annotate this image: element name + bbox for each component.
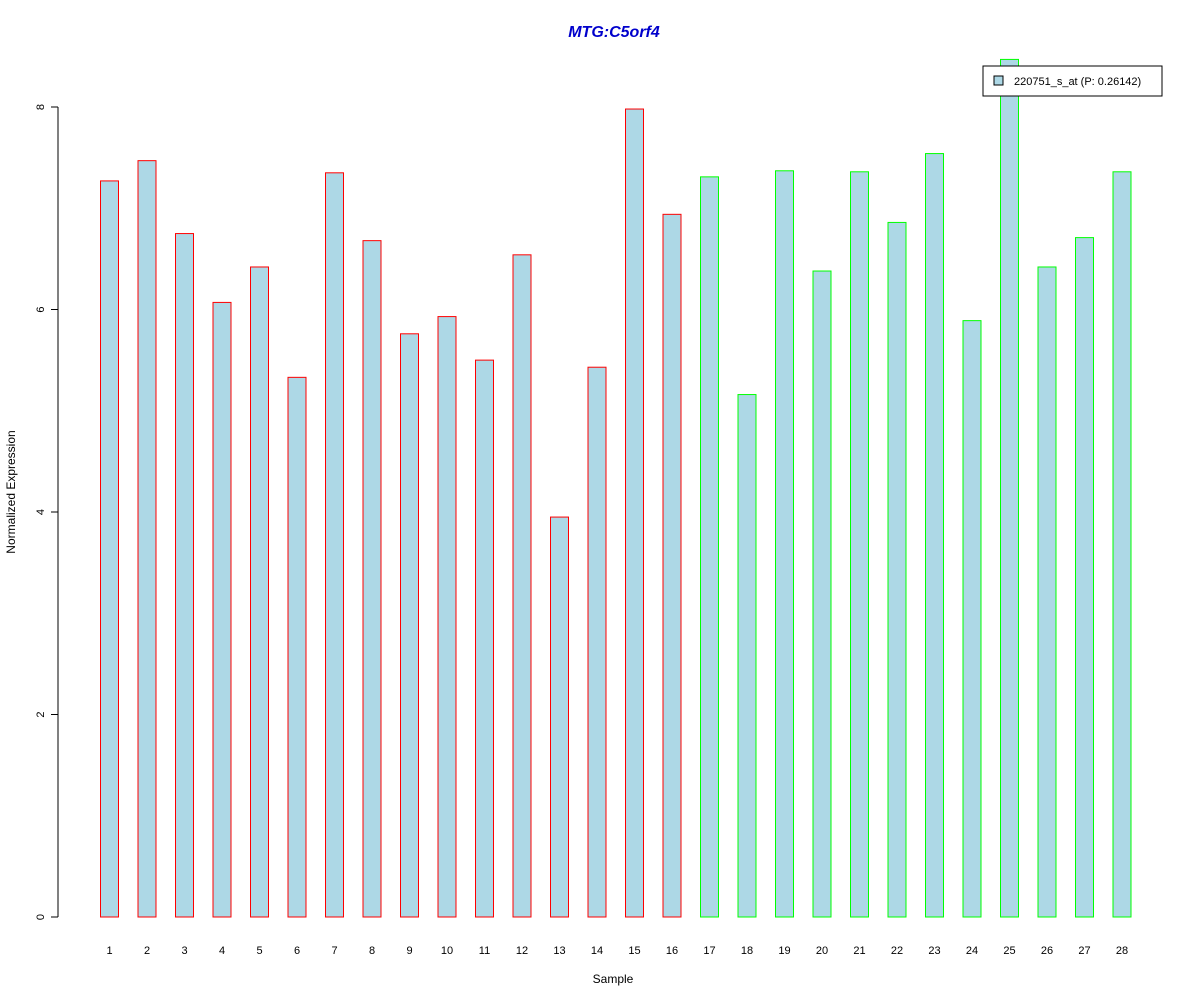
x-tick-label: 11 <box>479 945 490 957</box>
bar <box>775 170 794 918</box>
bar <box>475 359 494 918</box>
bar <box>362 240 382 918</box>
x-tick-label: 27 <box>1078 945 1090 957</box>
x-tick-label: 6 <box>294 945 300 957</box>
bar <box>1000 58 1019 918</box>
x-tick-label: 13 <box>553 945 565 957</box>
bar <box>437 316 457 918</box>
bar <box>512 254 532 918</box>
x-tick-label: 5 <box>256 945 262 957</box>
x-tick-labels: 1 2 3 4 5 6 7 8 9 10 11 12 13 14 15 16 17 18 19 20 21 22 23 24 2… <box>106 945 1128 957</box>
x-tick-label: 17 <box>703 945 715 957</box>
bar <box>175 233 194 918</box>
x-tick-label: 9 <box>406 945 412 957</box>
y-tick-label: 4 <box>35 509 47 515</box>
bar <box>550 516 569 918</box>
bar <box>587 366 607 918</box>
x-tick-label: 18 <box>741 945 753 957</box>
bar <box>1112 171 1132 918</box>
legend-label: 220751_s_at (P: 0.26142) <box>1014 76 1141 88</box>
x-tick-label: 4 <box>219 945 225 957</box>
x-tick-label: 22 <box>891 945 903 957</box>
x-tick-label: 21 <box>853 945 865 957</box>
bar <box>250 266 269 918</box>
x-tick-label: 14 <box>591 945 603 957</box>
bar <box>212 301 232 918</box>
x-tick-label: 12 <box>516 945 528 957</box>
bar <box>1075 237 1094 918</box>
y-tick-label: 0 <box>35 914 47 920</box>
bar <box>325 172 344 918</box>
bar <box>1037 266 1057 918</box>
x-tick-label: 1 <box>106 945 112 957</box>
bar <box>962 320 982 918</box>
bar <box>887 221 907 918</box>
legend-box <box>982 65 1163 97</box>
bar <box>850 171 869 918</box>
bar <box>400 333 419 918</box>
legend-swatch <box>993 75 1004 86</box>
x-tick-label: 28 <box>1116 945 1128 957</box>
bar <box>925 153 944 918</box>
x-tick-label: 2 <box>144 945 150 957</box>
bar <box>737 394 757 918</box>
bar <box>700 176 719 918</box>
bar <box>137 160 157 918</box>
x-tick-label: 20 <box>816 945 828 957</box>
x-tick-label: 15 <box>628 945 640 957</box>
bar <box>625 108 644 918</box>
x-tick-label: 16 <box>666 945 678 957</box>
bars <box>100 58 1132 918</box>
x-tick-label: 10 <box>441 945 453 957</box>
x-axis-label: Sample <box>593 972 634 986</box>
y-tick-label: 2 <box>35 711 47 717</box>
x-tick-label: 8 <box>369 945 375 957</box>
x-tick-label: 23 <box>928 945 940 957</box>
bar <box>662 213 682 918</box>
legend: 220751_s_at (P: 0.26142) <box>982 65 1163 97</box>
chart-title: MTG:C5orf4 <box>568 24 660 41</box>
y-tick-label: 6 <box>35 306 47 312</box>
bar <box>812 270 832 918</box>
x-tick-label: 3 <box>181 945 187 957</box>
x-tick-label: 7 <box>331 945 337 957</box>
y-axis: 0 2 4 6 8 <box>35 104 59 920</box>
x-tick-label: 25 <box>1003 945 1015 957</box>
x-tick-label: 24 <box>966 945 978 957</box>
bar <box>100 180 119 918</box>
x-tick-label: 19 <box>778 945 790 957</box>
y-axis-label: Normalized Expression <box>4 430 18 553</box>
x-tick-label: 26 <box>1041 945 1053 957</box>
y-tick-label: 8 <box>35 104 47 110</box>
bar <box>287 376 307 918</box>
